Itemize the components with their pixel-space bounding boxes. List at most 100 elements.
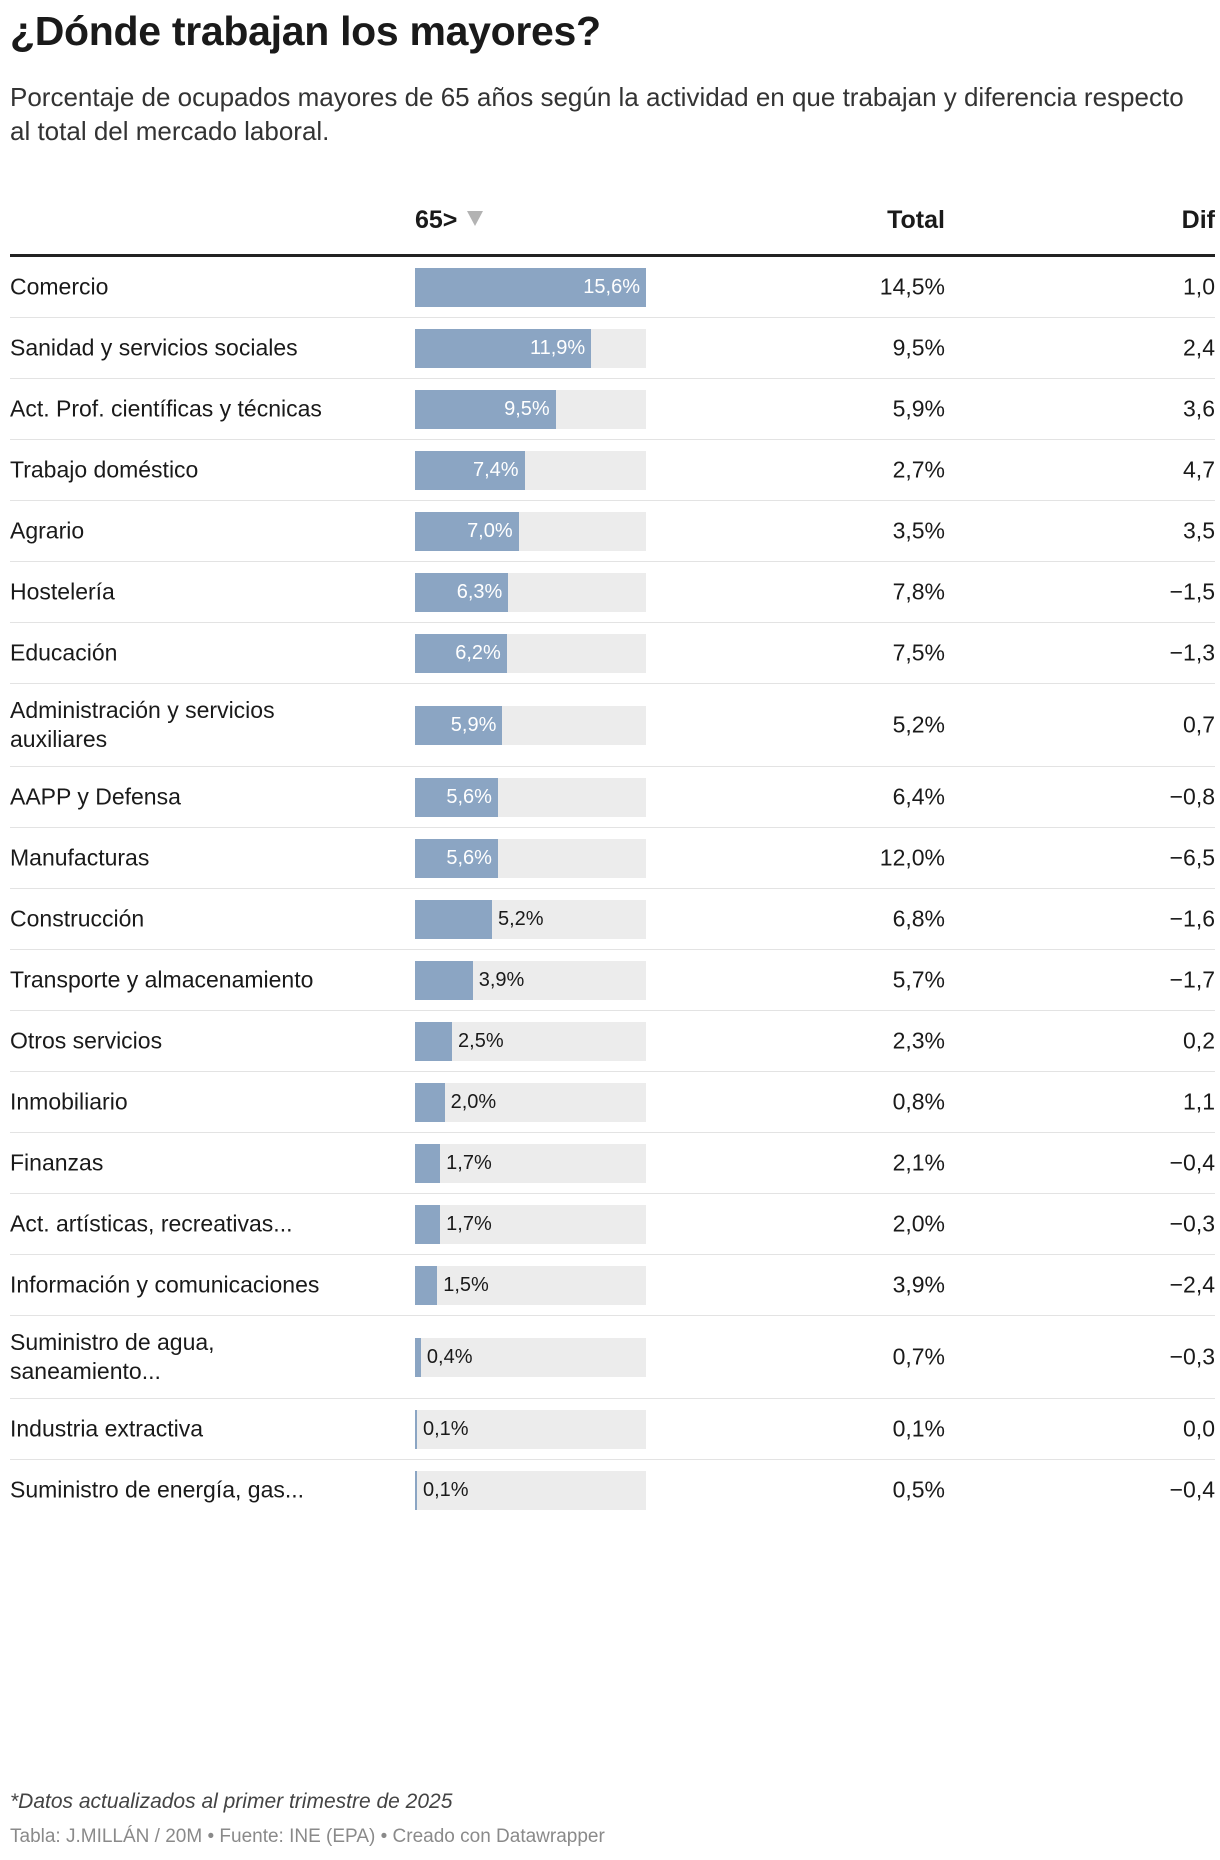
row-total: 5,9% <box>892 395 945 422</box>
row-category: Agrario <box>10 517 85 544</box>
bar-65 <box>415 450 525 490</box>
bar-65 <box>415 899 492 939</box>
row-dif: −2,4 <box>1169 1271 1215 1298</box>
row-dif: 3,5 <box>1183 517 1215 544</box>
row-dif: −6,5 <box>1169 844 1215 871</box>
table-row: Inmobiliario 2,0% 0,8% 1,1 <box>10 1072 1215 1133</box>
bar-65 <box>415 1470 417 1510</box>
row-total: 0,5% <box>892 1476 945 1503</box>
bar-value-label: 11,9% <box>529 336 586 359</box>
row-category: Manufacturas <box>10 844 150 871</box>
source-credit: Tabla: J.MILLÁN / 20M • Fuente: INE (EPA… <box>10 1826 605 1847</box>
row-dif: −1,6 <box>1169 905 1215 932</box>
column-header-dif[interactable]: Dif <box>1181 206 1215 234</box>
row-dif: 0,7 <box>1183 711 1215 738</box>
table-row: Trabajo doméstico 7,4% 2,7% 4,7 <box>10 440 1215 501</box>
row-category: Suministro de agua, saneamiento... <box>10 1329 215 1384</box>
row-total: 3,5% <box>892 517 945 544</box>
column-header-65-label: 65> <box>415 206 458 234</box>
bar-track: 5,2% <box>415 899 646 939</box>
row-total: 3,9% <box>892 1271 945 1298</box>
table-header: 65> Total Dif <box>10 200 1215 257</box>
row-total: 9,5% <box>892 334 945 361</box>
bar-value-label: 6,3% <box>456 580 503 603</box>
bar-track: 2,0% <box>415 1082 646 1122</box>
table-row: Información y comunicaciones 1,5% 3,9% −2,4 <box>10 1255 1215 1316</box>
bar-65 <box>415 777 498 817</box>
bar-track: 3,9% <box>415 960 646 1000</box>
row-category: Transporte y almacenamiento <box>10 966 314 993</box>
bar-value-label: 1,7% <box>446 1151 492 1174</box>
bar-track: 1,7% <box>415 1204 646 1244</box>
bar-track: 7,4% <box>415 450 646 490</box>
row-category: Inmobiliario <box>10 1088 128 1115</box>
bar-65 <box>415 511 519 551</box>
bar-value-label: 0,1% <box>423 1417 469 1440</box>
bar-track: 0,1% <box>415 1409 646 1449</box>
column-header-65-sortable[interactable]: 65> <box>415 206 484 235</box>
bar-65 <box>415 1143 441 1183</box>
bar-65 <box>415 1204 441 1244</box>
bar-value-label: 1,5% <box>443 1273 489 1296</box>
bar-65 <box>415 1021 453 1061</box>
bar-track: 6,3% <box>415 572 646 612</box>
bar-65 <box>415 1265 438 1305</box>
row-dif: −1,5 <box>1169 578 1215 605</box>
row-total: 12,0% <box>879 844 945 871</box>
row-dif: 3,6 <box>1183 395 1215 422</box>
bar-65 <box>415 705 503 745</box>
bar-track: 11,9% <box>415 328 646 368</box>
row-total: 5,7% <box>892 966 945 993</box>
table-row: Suministro de agua, saneamiento... 0,4% 0,… <box>10 1316 1215 1399</box>
row-category: AAPP y Defensa <box>10 783 181 810</box>
table-row: Comercio 15,6% 14,5% 1,0 <box>10 257 1215 318</box>
sort-descending-icon[interactable] <box>467 211 484 226</box>
row-total: 5,2% <box>892 711 945 738</box>
row-category: Suministro de energía, gas... <box>10 1476 305 1503</box>
bar-value-label: 2,5% <box>458 1029 504 1052</box>
bar-value-label: 5,9% <box>450 713 497 736</box>
bar-65 <box>415 1409 417 1449</box>
row-dif: 1,0 <box>1183 273 1215 300</box>
bar-65 <box>415 1337 421 1377</box>
row-category: Construcción <box>10 905 145 932</box>
bar-value-label: 6,2% <box>455 641 501 664</box>
row-dif: 4,7 <box>1183 456 1215 483</box>
row-category: Industria extractiva <box>10 1415 204 1442</box>
bar-track: 1,7% <box>415 1143 646 1183</box>
bar-track: 15,6% <box>415 267 646 307</box>
row-category: Act. artísticas, recreativas... <box>10 1210 293 1237</box>
row-dif: 2,4 <box>1183 334 1215 361</box>
row-total: 0,1% <box>892 1415 945 1442</box>
row-category: Hostelería <box>10 578 115 605</box>
bar-value-label: 7,4% <box>472 458 519 481</box>
bar-value-label: 9,5% <box>504 397 550 420</box>
bar-value-label: 0,4% <box>426 1345 473 1368</box>
bar-value-label: 0,1% <box>423 1478 469 1501</box>
bar-track: 1,5% <box>415 1265 646 1305</box>
bar-value-label: 3,9% <box>478 968 525 991</box>
row-dif: −1,7 <box>1169 966 1215 993</box>
row-total: 0,7% <box>892 1343 945 1370</box>
row-dif: −0,8 <box>1169 783 1215 810</box>
bar-value-label: 1,7% <box>446 1212 492 1235</box>
row-dif: −0,3 <box>1169 1343 1215 1370</box>
column-header-total[interactable]: Total <box>887 206 945 234</box>
row-category: Finanzas <box>10 1149 104 1176</box>
row-total: 7,5% <box>892 639 945 666</box>
table-row: Manufacturas 5,6% 12,0% −6,5 <box>10 828 1215 889</box>
bar-track: 0,1% <box>415 1470 646 1510</box>
row-dif: 0,2 <box>1183 1027 1215 1054</box>
row-dif: 1,1 <box>1183 1088 1215 1115</box>
bar-value-label: 5,6% <box>446 846 492 869</box>
bar-value-label: 2,0% <box>450 1090 497 1113</box>
bar-track: 2,5% <box>415 1021 646 1061</box>
row-total: 2,0% <box>892 1210 945 1237</box>
row-category: Información y comunicaciones <box>10 1271 320 1298</box>
row-dif: 0,0 <box>1183 1415 1215 1442</box>
bar-track: 5,9% <box>415 705 646 745</box>
row-total: 6,8% <box>892 905 945 932</box>
table-row: Construcción 5,2% 6,8% −1,6 <box>10 889 1215 950</box>
row-category: Sanidad y servicios sociales <box>10 334 298 361</box>
row-category: Administración y servicios auxiliares <box>10 697 275 752</box>
